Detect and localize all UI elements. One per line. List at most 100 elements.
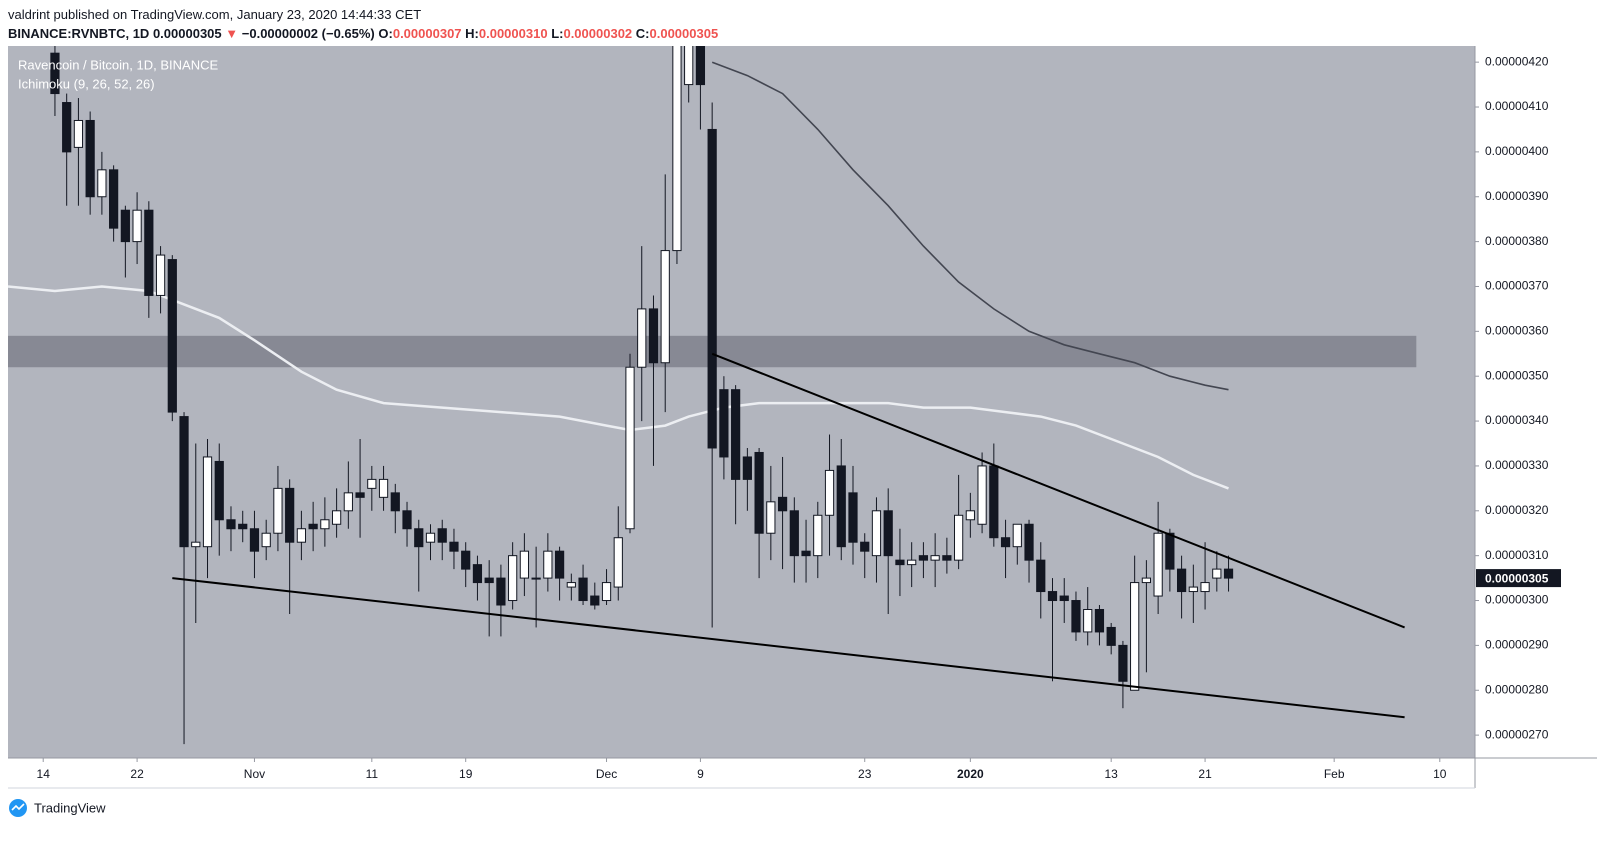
x-tick-label: 2020 <box>957 767 984 781</box>
open-label: O: <box>378 26 393 41</box>
candle-body <box>766 501 776 534</box>
y-tick-label: 0.00000340 <box>1485 413 1549 427</box>
candle-body <box>637 308 647 368</box>
candle-body <box>977 465 987 525</box>
candle-body <box>543 550 553 579</box>
y-tick-label: 0.00000360 <box>1485 324 1549 338</box>
candle-body <box>1083 608 1093 633</box>
candle-body <box>1141 577 1151 584</box>
candle-body <box>895 559 905 566</box>
candle-body <box>167 259 177 413</box>
candle-body <box>144 209 154 296</box>
candle-body <box>414 528 424 548</box>
candle-body <box>249 528 260 552</box>
candle-body <box>777 496 788 512</box>
candle-body <box>590 595 600 606</box>
x-tick-label: 22 <box>130 767 144 781</box>
indicator-line <box>8 285 1229 490</box>
candle-body <box>824 469 835 516</box>
change-arrow: ▼ <box>225 26 239 41</box>
candle-body <box>343 492 353 512</box>
x-tick-label: Nov <box>244 767 265 781</box>
candle-body <box>73 119 84 148</box>
candle-body <box>836 465 846 548</box>
close-value: 0.00000305 <box>649 26 719 41</box>
candle-body <box>109 169 119 229</box>
y-tick-label: 0.00000410 <box>1485 99 1549 113</box>
candle-body <box>261 532 271 548</box>
candle-body <box>1094 608 1105 633</box>
x-tick-label: 9 <box>697 767 704 781</box>
trendline <box>711 352 1405 629</box>
candle-body <box>132 209 142 243</box>
candle-body <box>390 492 400 512</box>
y-tick-label: 0.00000380 <box>1485 234 1549 248</box>
y-tick-label: 0.00000420 <box>1485 54 1549 68</box>
candle-body <box>402 510 412 530</box>
candle-body <box>625 366 635 530</box>
last-price: 0.00000305 <box>152 26 222 41</box>
y-tick-label: 0.00000300 <box>1485 593 1549 607</box>
candle-body <box>355 492 365 498</box>
candle-body <box>801 550 811 557</box>
candle-body <box>449 541 459 552</box>
y-tick-label: 0.00000330 <box>1485 458 1549 472</box>
candle-body <box>191 541 201 548</box>
last-price-tag <box>1476 569 1561 588</box>
candle-body <box>120 209 130 243</box>
logo: TradingView <box>9 799 106 817</box>
candle-body <box>883 510 893 557</box>
candle-body <box>672 46 682 252</box>
candle-body <box>273 487 283 534</box>
logo-glyph <box>11 803 25 811</box>
y-tick-label: 0.00000310 <box>1485 548 1549 562</box>
plot-area <box>8 46 1475 758</box>
candle-body <box>942 555 952 561</box>
candle-body <box>1223 568 1234 579</box>
candle-body <box>1153 532 1163 597</box>
candle-body <box>1059 595 1069 602</box>
candle-body <box>1036 559 1046 593</box>
candle-body <box>554 550 565 579</box>
candle-body <box>918 555 929 561</box>
candle-body <box>296 528 307 543</box>
candle-body <box>484 577 494 584</box>
candle-body <box>695 46 706 86</box>
x-tick-label: 23 <box>858 767 872 781</box>
candle-body <box>1118 644 1128 682</box>
x-tick-label: Feb <box>1324 767 1345 781</box>
logo-text: TradingView <box>34 800 106 815</box>
indicator-line <box>711 61 1229 391</box>
candle-body <box>85 119 95 198</box>
change: −0.00000002 (−0.65%) <box>241 26 375 41</box>
y-tick-label: 0.00000400 <box>1485 144 1549 158</box>
candle-body <box>1106 626 1116 646</box>
candle-body <box>1212 568 1222 579</box>
candle-body <box>308 523 318 530</box>
y-tick-label: 0.00000370 <box>1485 279 1549 293</box>
open-value: 0.00000307 <box>392 26 462 41</box>
publisher-line: valdrint published on TradingView.com, J… <box>8 5 718 24</box>
candle-body <box>930 555 940 561</box>
candle-body <box>461 550 471 570</box>
candle-body <box>332 510 342 525</box>
y-tick-label: 0.00000280 <box>1485 682 1549 696</box>
publisher: valdrint published on TradingView.com, J… <box>8 7 422 22</box>
x-tick-label: 19 <box>459 767 473 781</box>
y-tick-label: 0.00000290 <box>1485 638 1549 652</box>
candle-body <box>62 102 72 153</box>
candle-body <box>1176 568 1187 593</box>
candle-body <box>496 577 506 606</box>
high-value: 0.00000310 <box>478 26 548 41</box>
candle-body <box>437 528 447 543</box>
candle-body <box>472 564 483 584</box>
candle-body <box>1165 532 1175 570</box>
candle-body <box>519 550 529 579</box>
candle-body <box>425 532 436 543</box>
candle-body <box>660 250 670 364</box>
trendline <box>172 577 1405 719</box>
symbol: BINANCE:RVNBTC, 1D <box>8 26 150 41</box>
candle-body <box>238 523 248 530</box>
x-tick-label: 14 <box>37 767 51 781</box>
